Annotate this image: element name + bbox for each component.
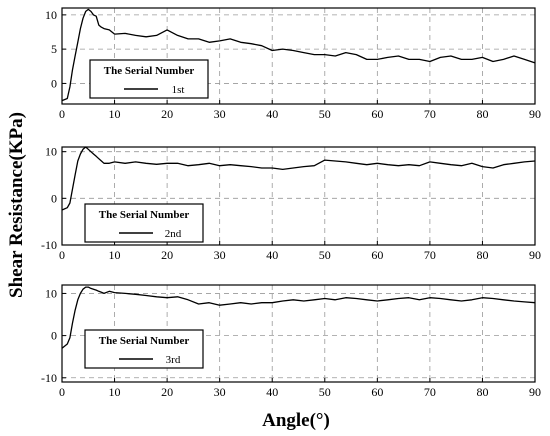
x-tick-label: 60 <box>371 107 383 121</box>
x-tick-label: 60 <box>371 385 383 399</box>
x-tick-label: 90 <box>529 385 541 399</box>
series-line-1st <box>61 8 536 102</box>
x-tick-label: 80 <box>476 385 488 399</box>
x-tick-label: 0 <box>59 385 65 399</box>
x-tick-label: 70 <box>424 248 436 262</box>
x-tick-label: 70 <box>424 385 436 399</box>
plot-frame <box>61 284 536 383</box>
y-tick-label: -10 <box>41 371 57 385</box>
x-axis-label: Angle(°) <box>262 410 330 431</box>
legend-box <box>84 203 204 243</box>
y-tick-label: 10 <box>45 8 57 22</box>
y-tick-label: 0 <box>51 76 57 90</box>
x-tick-label: 40 <box>266 107 278 121</box>
legend-entry: 1st <box>172 84 185 96</box>
x-tick-label: 20 <box>161 107 173 121</box>
x-tick-label: 10 <box>109 107 121 121</box>
x-tick-label: 0 <box>59 248 65 262</box>
panels: 0 10 20 30 40 50 60 70 80 90 0 5 10 The Serial Number… <box>41 7 541 399</box>
legend-title: The Serial Number <box>99 335 190 347</box>
legend-box <box>84 329 204 369</box>
series-line-2nd <box>61 146 536 211</box>
y-tick-label: 10 <box>45 286 57 300</box>
x-tick-label: 50 <box>319 385 331 399</box>
plot-frame <box>61 7 536 105</box>
x-tick-label: 20 <box>161 385 173 399</box>
legend-entry: 3rd <box>166 354 181 366</box>
x-tick-label: 50 <box>319 248 331 262</box>
plot-frame <box>61 146 536 246</box>
x-tick-label: 40 <box>266 385 278 399</box>
x-tick-label: 50 <box>319 107 331 121</box>
x-tick-label: 0 <box>59 107 65 121</box>
x-tick-label: 70 <box>424 107 436 121</box>
legend-box <box>89 59 209 99</box>
legend-title: The Serial Number <box>99 209 190 221</box>
x-tick-label: 10 <box>109 385 121 399</box>
x-tick-label: 30 <box>214 248 226 262</box>
series-line-3rd <box>61 286 536 349</box>
y-tick-label: 10 <box>45 145 57 159</box>
legend-entry: 2nd <box>165 228 182 240</box>
x-tick-label: 90 <box>529 107 541 121</box>
y-tick-label: 5 <box>51 42 57 56</box>
legend-title: The Serial Number <box>104 65 195 77</box>
x-tick-label: 80 <box>476 248 488 262</box>
x-tick-label: 30 <box>214 385 226 399</box>
x-tick-label: 10 <box>109 248 121 262</box>
x-tick-label: 60 <box>371 248 383 262</box>
y-tick-label: -10 <box>41 238 57 252</box>
x-tick-label: 80 <box>476 107 488 121</box>
chart-panel-1: 0 10 20 30 40 50 60 70 80 90 0 5 10 The Serial Number… <box>45 7 541 121</box>
y-tick-label: 0 <box>51 191 57 205</box>
x-tick-label: 20 <box>161 248 173 262</box>
y-tick-label: 0 <box>51 329 57 343</box>
x-tick-label: 90 <box>529 248 541 262</box>
x-tick-label: 30 <box>214 107 226 121</box>
x-tick-label: 40 <box>266 248 278 262</box>
y-axis-label: Shear Resistance(KPa) <box>6 112 27 298</box>
